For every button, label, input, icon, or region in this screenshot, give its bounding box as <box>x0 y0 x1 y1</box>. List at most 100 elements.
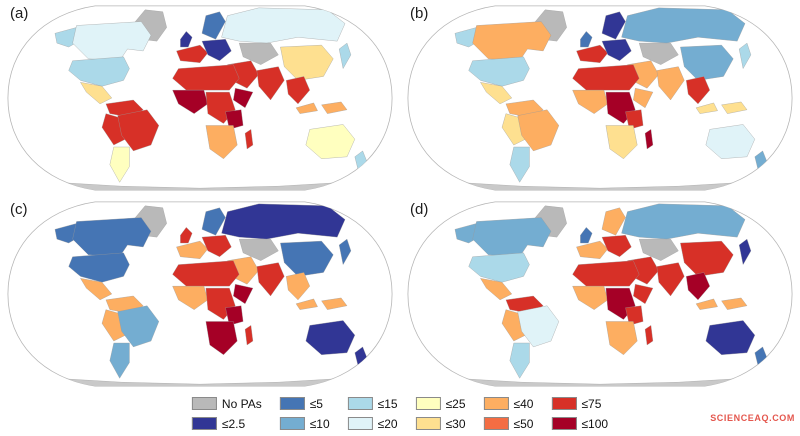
region-westafrica <box>172 89 209 114</box>
world-map-svg <box>407 5 793 191</box>
region-uk <box>580 31 593 48</box>
region-southernafrica <box>605 321 638 355</box>
region-mexico <box>80 278 113 301</box>
region-westafrica <box>572 285 609 310</box>
region-usa <box>68 56 130 87</box>
legend-label: ≤40 <box>513 396 534 411</box>
region-hornafrica <box>233 283 254 305</box>
region-northafrica <box>572 260 640 287</box>
panel-label-a: (a) <box>10 5 29 22</box>
region-china <box>280 44 334 81</box>
region-seasia <box>686 76 710 105</box>
legend-item: ≤50 <box>483 414 534 433</box>
legend-swatch <box>191 397 217 410</box>
region-australia <box>305 320 356 355</box>
region-centralasia <box>238 42 279 65</box>
region-russia <box>621 7 746 44</box>
legend-item: ≤30 <box>415 414 466 433</box>
legend-label: ≤15 <box>377 396 398 411</box>
legend-item: ≤5 <box>279 394 330 413</box>
legend-item: ≤2.5 <box>191 414 262 433</box>
world-map-svg <box>7 201 393 387</box>
legend-item: ≤75 <box>551 394 608 413</box>
region-uk <box>180 31 193 48</box>
region-seasia <box>286 76 310 105</box>
region-japan <box>338 42 352 70</box>
region-centralasia <box>238 238 279 261</box>
watermark: SCIENCEAQ.COM <box>710 413 795 423</box>
region-japan <box>738 238 752 266</box>
region-madagascar <box>244 325 254 346</box>
region-usa <box>468 252 530 283</box>
region-china <box>680 240 734 277</box>
region-brazil <box>517 305 560 348</box>
region-northafrica <box>572 64 640 91</box>
world-map-c <box>0 196 400 392</box>
region-russia <box>621 203 746 240</box>
region-hornafrica <box>233 87 254 109</box>
region-china <box>680 44 734 81</box>
region-madagascar <box>644 129 654 150</box>
region-canada <box>72 21 152 61</box>
legend-item: ≤10 <box>279 414 330 433</box>
legend-label: ≤25 <box>445 396 466 411</box>
region-madagascar <box>244 129 254 150</box>
legend-label: ≤75 <box>581 396 602 411</box>
legend-swatch <box>415 417 441 430</box>
world-map-b <box>400 0 800 196</box>
legend-swatch <box>279 397 305 410</box>
region-mexico <box>480 82 513 105</box>
region-japan <box>738 42 752 70</box>
legend-swatch <box>415 397 441 410</box>
region-uk <box>580 227 593 244</box>
region-europe_east <box>201 235 232 257</box>
region-newzealand <box>754 346 767 369</box>
legend-label: ≤50 <box>513 416 534 431</box>
region-india <box>256 66 285 101</box>
legend-swatch <box>483 397 509 410</box>
legend-item: ≤20 <box>347 414 398 433</box>
region-europe_west <box>576 240 609 259</box>
region-australia <box>305 124 356 159</box>
map-panel-a: (a) <box>0 0 400 196</box>
region-india <box>256 262 285 297</box>
region-eastafrica <box>625 109 644 130</box>
world-map-d <box>400 196 800 392</box>
legend-item: ≤25 <box>415 394 466 413</box>
legend-item: ≤100 <box>551 414 608 433</box>
panel-label-d: (d) <box>410 201 429 218</box>
legend-label: ≤100 <box>581 416 609 431</box>
legend-swatch <box>483 417 509 430</box>
region-scandinavia <box>201 11 226 40</box>
region-india <box>656 262 685 297</box>
legend-swatch <box>279 417 305 430</box>
map-panel-d: (d) <box>400 196 800 392</box>
region-eastafrica <box>225 109 244 130</box>
region-centralasia <box>638 42 679 65</box>
map-grid: (a) (b) (c) (d) <box>0 0 800 392</box>
map-panel-b: (b) <box>400 0 800 196</box>
region-china <box>280 240 334 277</box>
region-europe_west <box>176 44 209 63</box>
region-argentina <box>509 342 530 379</box>
region-brazil <box>117 109 160 152</box>
legend-item: ≤40 <box>483 394 534 413</box>
region-europe_west <box>576 44 609 63</box>
region-russia <box>221 7 346 44</box>
region-canada <box>472 21 552 61</box>
legend-item: ≤15 <box>347 394 398 413</box>
region-europe_east <box>601 235 632 257</box>
region-mexico <box>80 82 113 105</box>
legend-label: ≤10 <box>309 416 330 431</box>
region-scandinavia <box>601 11 626 40</box>
region-newzealand <box>354 150 367 173</box>
region-newzealand <box>354 346 367 369</box>
region-hornafrica <box>633 283 654 305</box>
region-indonesia <box>695 297 748 310</box>
legend-label: ≤2.5 <box>221 416 246 431</box>
region-brazil <box>517 109 560 152</box>
region-indonesia <box>695 101 748 114</box>
region-uk <box>180 227 193 244</box>
region-india <box>656 66 685 101</box>
panel-label-b: (b) <box>410 5 429 22</box>
